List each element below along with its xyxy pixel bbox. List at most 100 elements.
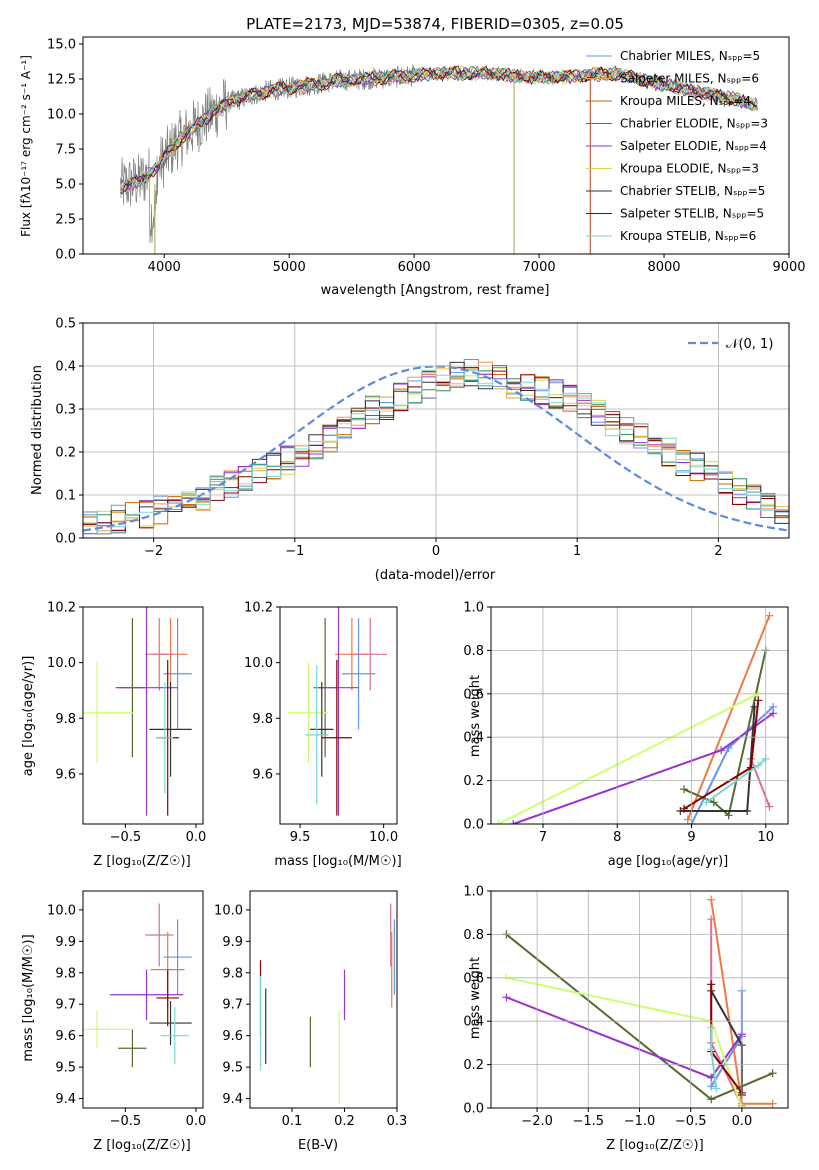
weight-series-5: [506, 996, 743, 1079]
mwz-xtick-label: −0.5: [675, 1114, 707, 1129]
spectrum-xtick-label: 5000: [273, 260, 306, 275]
mwage-ytick-label: 1.0: [463, 601, 484, 616]
residuals-xlabel: (data-model)/error: [375, 568, 496, 583]
residuals-xtick-label: −2: [144, 544, 163, 559]
mwz-ytick-label: 0.2: [463, 1058, 484, 1073]
age-z-plot-area: [83, 607, 192, 816]
mwz-ytick-label: 1.0: [463, 885, 484, 900]
legend-entry: Chabrier ELODIE, Nₛₚₚ=3: [620, 117, 768, 131]
age-z-ytick-label: 9.8: [55, 712, 76, 727]
age-z-ytick-label: 10.2: [47, 601, 76, 616]
weight-marker: [769, 709, 778, 718]
residuals-ytick-label: 0.2: [55, 446, 76, 461]
age-z-panel: −0.5 0.0 9.6 9.8 10.0 10.2: [47, 601, 207, 846]
weight-marker: [707, 1095, 716, 1104]
mwz-xtick-label: −2.0: [521, 1114, 553, 1129]
age-mass-xlabel: mass [log₁₀(M/M☉)]: [274, 854, 401, 869]
figure-title: PLATE=2173, MJD=53874, FIBERID=0305, z=0…: [246, 15, 624, 33]
mass-ebv-ytick-label: 9.8: [222, 966, 243, 981]
mwage-ylabel: mass weight: [468, 675, 483, 757]
mass-z-ytick-label: 9.7: [55, 998, 76, 1013]
mwage-xtick-label: 10: [757, 830, 774, 845]
mass-ebv-ytick-label: 10.0: [214, 903, 243, 918]
mwage-ytick-label: 0.2: [463, 774, 484, 789]
mwage-ytick-label: 0.6: [463, 687, 484, 702]
mass-ebv-ytick-label: 9.6: [222, 1029, 243, 1044]
mwage-panel: 7 8 9 10 0.0 0.2 0.4 0.6 0.8 1.0: [463, 601, 789, 845]
weight-marker: [743, 806, 752, 815]
mass-z-xlabel: Z [log₁₀(Z/Z☉)]: [93, 1138, 190, 1153]
weight-marker: [680, 804, 689, 813]
weight-marker: [680, 785, 689, 794]
spectrum-xtick-label: 6000: [398, 260, 431, 275]
model-spectrum-9: [120, 66, 758, 189]
mass-z-ylabel: mass [log₁₀(M/M☉)]: [21, 934, 36, 1061]
weight-series-3: [749, 758, 771, 807]
mwage-xtick-label: 8: [613, 830, 621, 845]
age-z-ytick-label: 10.0: [47, 656, 76, 671]
weight-marker: [683, 815, 692, 824]
spectrum-ylabel: Flux [fλ10⁻¹⁷ erg cm⁻² s⁻¹ A⁻¹]: [19, 55, 33, 237]
spectrum-xtick-label: 9000: [772, 260, 805, 275]
mwz-ytick-label: 0.0: [463, 1102, 484, 1117]
residuals-ytick-label: 0.0: [55, 532, 76, 547]
mass-z-ytick-label: 9.6: [55, 1029, 76, 1044]
spectrum-plot-area: [120, 64, 759, 254]
legend-entry: Salpeter ELODIE, Nₛₚₚ=4: [620, 139, 767, 153]
mass-ebv-xtick-label: 0.1: [282, 1114, 303, 1129]
spectrum-ytick-label: 0.0: [55, 248, 76, 263]
residuals-frame: [82, 322, 790, 539]
mass-z-xtick-label: −0.5: [110, 1114, 142, 1129]
legend-entry: Kroupa MILES, Nₛₚₚ=4: [620, 94, 751, 108]
residuals-ytick-label: 0.1: [55, 489, 76, 504]
mass-ebv-xlabel: E(B-V): [298, 1138, 338, 1153]
weight-marker: [754, 761, 763, 770]
weight-marker: [709, 798, 718, 807]
model-spectrum-5: [120, 66, 758, 192]
mwage-xlabel: age [log₁₀(age/yr)]: [608, 854, 729, 869]
mass-ebv-ytick-label: 9.9: [222, 935, 243, 950]
mass-z-frame: [82, 890, 204, 1109]
weight-marker: [768, 1099, 777, 1108]
residuals-ytick-label: 0.3: [55, 403, 76, 418]
spectrum-ytick-label: 2.5: [55, 213, 76, 228]
legend-entry: Chabrier MILES, Nₛₚₚ=5: [620, 49, 760, 63]
weight-marker: [712, 1084, 721, 1093]
mass-ebv-ytick-label: 9.7: [222, 998, 243, 1013]
age-mass-ytick-label: 10.0: [244, 656, 273, 671]
spectrum-ytick-label: 12.5: [47, 73, 76, 88]
weight-marker: [768, 1069, 777, 1078]
age-z-frame: [82, 606, 204, 825]
mwz-frame: [490, 890, 789, 1109]
mwage-xtick-label: 9: [687, 830, 695, 845]
mass-z-ytick-label: 9.8: [55, 966, 76, 981]
model-spectrum-8: [120, 65, 758, 191]
mass-z-ytick-label: 9.9: [55, 935, 76, 950]
weight-marker: [707, 980, 716, 989]
spectrum-frame: [82, 36, 790, 255]
spectrum-xlabel: wavelength [Angstrom, rest frame]: [321, 283, 550, 298]
mwz-xtick-label: −1.0: [624, 1114, 656, 1129]
mass-ebv-ytick-label: 9.4: [222, 1092, 243, 1107]
mass-ebv-ytick-label: 9.5: [222, 1061, 243, 1076]
weight-marker: [494, 820, 503, 824]
mwz-ytick-label: 0.6: [463, 971, 484, 986]
spectrum-ytick-label: 5.0: [55, 178, 76, 193]
weight-marker: [707, 1023, 716, 1032]
weight-marker: [765, 802, 774, 811]
residuals-ytick-label: 0.4: [55, 360, 76, 375]
mass-z-plot-area: [83, 903, 192, 1068]
legend-entry: Salpeter STELIB, Nₛₚₚ=5: [620, 207, 764, 221]
mwz-ytick-label: 0.4: [463, 1015, 484, 1030]
residuals-xtick-label: 2: [714, 544, 722, 559]
mass-ebv-frame: [249, 890, 398, 1109]
legend-entry: Salpeter MILES, Nₛₚₚ=6: [620, 72, 759, 86]
mass-ebv-panel: 0.1 0.2 0.3 9.4 9.5 9.6 9.7 9.8 9.9 10.0: [214, 890, 407, 1129]
weight-series-5: [512, 712, 774, 824]
age-z-xtick-label: 0.0: [186, 830, 207, 845]
mwage-ytick-label: 0.4: [463, 731, 484, 746]
legend-entry: Kroupa ELODIE, Nₛₚₚ=3: [620, 162, 759, 176]
spectrum-ytick-label: 7.5: [55, 143, 76, 158]
residuals-panel: −2 −1 0 1 2 0.0 0.1 0.2 0.3 0.4 0.5 𝒩(0, 1): [55, 317, 790, 559]
spectrum-ytick-label: 10.0: [47, 108, 76, 123]
